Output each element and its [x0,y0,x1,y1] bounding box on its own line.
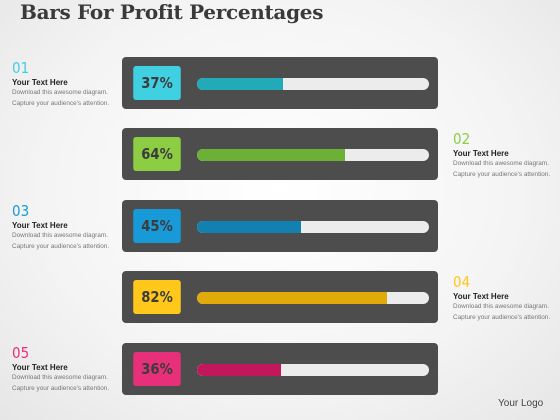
percent-badge-5: 36% [133,352,181,386]
info-title-2: Your Text Here [453,149,509,158]
info-title-1: Your Text Here [12,78,68,87]
info-line-4a: Download this awesome diagram. [453,303,549,310]
info-line-2a: Download this awesome diagram. [453,160,549,167]
percent-badge-1: 37% [133,66,181,100]
percent-badge-3: 45% [133,209,181,243]
progress-track-5 [197,364,429,376]
logo-placeholder: Your Logo [498,398,544,409]
info-title-5: Your Text Here [12,363,68,372]
progress-row-2: 64% [122,128,438,180]
percent-badge-2: 64% [133,137,181,171]
percent-badge-4: 82% [133,280,181,314]
progress-fill-1 [197,78,283,90]
info-line-5a: Download this awesome diagram. [12,374,108,381]
progress-fill-2 [197,149,346,161]
info-line-1a: Download this awesome diagram. [12,89,108,96]
info-block-4: 04 Your Text Here Download this awesome … [453,274,560,323]
step-number-4: 04 [453,273,471,291]
progress-row-5: 36% [122,343,438,395]
info-line-2b: Capture your audience's attention. [453,171,551,178]
step-number-3: 03 [12,202,30,220]
progress-track-3 [197,221,429,233]
progress-fill-3 [197,221,302,233]
info-block-1: 01 Your Text Here Download this awesome … [12,60,124,109]
info-block-2: 02 Your Text Here Download this awesome … [453,131,560,180]
info-line-4b: Capture your audience's attention. [453,314,551,321]
progress-row-4: 82% [122,271,438,323]
info-line-3a: Download this awesome diagram. [12,232,108,239]
progress-row-3: 45% [122,200,438,252]
info-block-5: 05 Your Text Here Download this awesome … [12,345,124,394]
progress-track-1 [197,78,429,90]
progress-fill-4 [197,292,388,304]
info-title-4: Your Text Here [453,292,509,301]
progress-track-4 [197,292,429,304]
progress-fill-5 [197,364,281,376]
slide-title: Bars For Profit Percentages [20,0,324,24]
info-line-3b: Capture your audience's attention. [12,243,110,250]
step-number-5: 05 [12,344,30,362]
step-number-1: 01 [12,59,30,77]
info-title-3: Your Text Here [12,221,68,230]
info-block-3: 03 Your Text Here Download this awesome … [12,203,124,252]
step-number-2: 02 [453,130,471,148]
info-line-1b: Capture your audience's attention. [12,100,110,107]
progress-track-2 [197,149,429,161]
progress-row-1: 37% [122,57,438,109]
info-line-5b: Capture your audience's attention. [12,385,110,392]
